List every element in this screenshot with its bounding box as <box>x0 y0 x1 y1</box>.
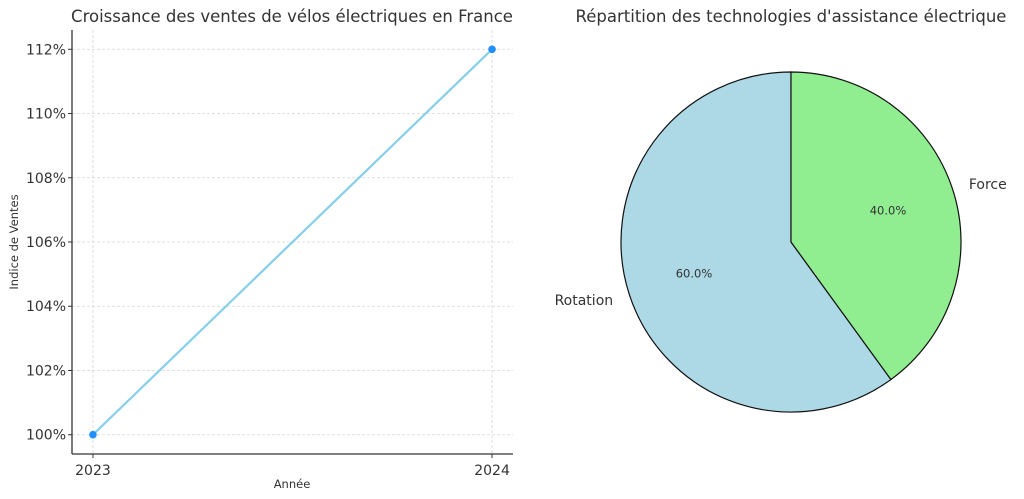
x-axis-label: Année <box>274 477 311 491</box>
y-ticks: 100% 102% 104% 106% 108% 110% 112% <box>26 42 72 444</box>
line-chart-title: Croissance des ventes de vélos électriqu… <box>71 7 513 26</box>
line-series <box>89 45 496 439</box>
pie-slices: Rotation 60.0% Force 40.0% <box>555 71 1007 413</box>
y-tick-label: 100% <box>26 428 66 444</box>
pie-chart: Répartition des technologies d'assistanc… <box>555 7 1007 413</box>
pie-label: Rotation <box>555 293 614 309</box>
x-tick-label: 2024 <box>474 463 510 479</box>
pie-percent-label: 60.0% <box>676 267 713 281</box>
y-tick-label: 112% <box>26 42 66 58</box>
x-ticks: 2023 2024 <box>75 454 510 479</box>
y-tick-label: 106% <box>26 235 66 251</box>
pie-label: Force <box>969 177 1007 193</box>
pie-slice-rotation <box>620 71 892 413</box>
y-axis-label: Indice de Ventes <box>7 194 21 289</box>
data-point <box>89 430 97 439</box>
pie-chart-title: Répartition des technologies d'assistanc… <box>576 7 1007 26</box>
y-tick-label: 110% <box>26 107 66 123</box>
y-tick-label: 108% <box>26 171 66 187</box>
series-line <box>92 48 493 436</box>
pie-slice-force <box>790 71 962 381</box>
y-tick-label: 102% <box>26 363 66 379</box>
x-tick-label: 2023 <box>75 463 111 479</box>
y-tick-label: 104% <box>26 299 66 315</box>
line-chart: Croissance des ventes de vélos électriqu… <box>7 7 513 491</box>
pie-percent-label: 40.0% <box>870 203 907 217</box>
data-point <box>488 45 496 54</box>
